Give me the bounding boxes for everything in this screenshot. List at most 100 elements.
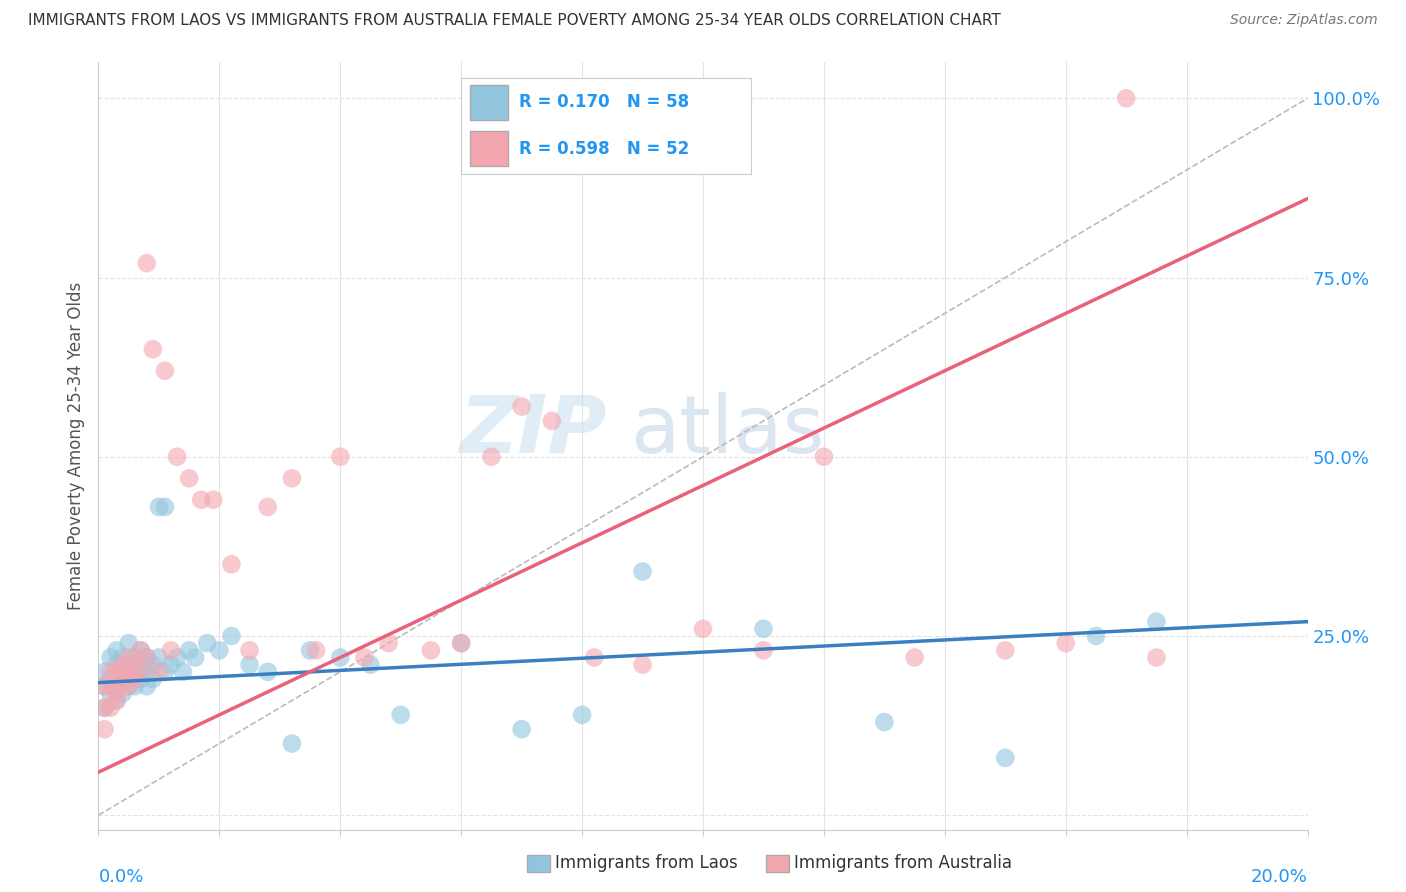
Point [221,629,243,643]
Point [105,693,128,707]
Point [105,643,128,657]
Point [129,643,152,657]
Point [631,657,654,672]
Point [111,686,134,700]
Point [329,650,352,665]
Point [100,665,122,679]
Point [124,665,146,679]
Text: atlas: atlas [630,392,825,470]
Point [142,342,165,356]
Point [166,650,188,665]
Point [105,679,128,693]
Text: Immigrants from Australia: Immigrants from Australia [794,855,1012,872]
Point [118,636,141,650]
Point [1144,650,1167,665]
Point [450,636,472,650]
Point [420,643,443,657]
Text: ZIP: ZIP [458,392,606,470]
Point [510,400,533,414]
Point [281,471,304,485]
Point [135,665,157,679]
Point [195,636,218,650]
Point [179,643,201,657]
Point [160,643,183,657]
Point [93,679,115,693]
Point [100,672,122,686]
Point [994,751,1017,765]
Point [184,650,207,665]
Point [148,500,170,514]
Point [129,665,152,679]
Point [540,414,562,428]
Point [1054,636,1077,650]
Point [118,679,141,693]
Point [1144,615,1167,629]
Point [752,643,775,657]
Point [1115,91,1137,105]
Point [239,657,262,672]
Point [583,650,606,665]
Point [377,636,399,650]
Point [305,643,328,657]
Point [256,665,278,679]
Text: Immigrants from Laos: Immigrants from Laos [555,855,738,872]
Point [239,643,262,657]
Point [135,256,157,270]
Point [135,650,157,665]
Point [148,665,170,679]
Point [118,679,141,693]
Point [142,672,165,686]
Point [129,672,152,686]
Point [111,665,134,679]
Point [389,707,412,722]
Point [118,665,141,679]
Point [124,672,146,686]
Point [202,492,225,507]
Point [105,686,128,700]
Point [135,650,157,665]
Point [124,679,146,693]
Point [190,492,212,507]
Point [100,679,122,693]
Point [221,558,243,572]
Point [148,650,170,665]
Text: 20.0%: 20.0% [1251,869,1308,887]
Point [93,700,115,714]
Point [129,657,152,672]
Point [208,643,231,657]
Point [93,722,115,736]
Point [450,636,472,650]
Point [179,471,201,485]
Point [93,679,115,693]
Point [160,657,183,672]
Point [124,650,146,665]
Point [93,665,115,679]
Point [153,364,176,378]
Point [105,665,128,679]
Text: Source: ZipAtlas.com: Source: ZipAtlas.com [1230,13,1378,28]
Point [111,650,134,665]
Point [166,450,188,464]
Point [118,650,141,665]
Point [510,722,533,736]
Point [329,450,352,464]
Y-axis label: Female Poverty Among 25-34 Year Olds: Female Poverty Among 25-34 Year Olds [66,282,84,610]
Point [281,737,304,751]
Point [481,450,503,464]
Point [142,657,165,672]
Point [631,565,654,579]
Point [129,643,152,657]
Text: IMMIGRANTS FROM LAOS VS IMMIGRANTS FROM AUSTRALIA FEMALE POVERTY AMONG 25-34 YEA: IMMIGRANTS FROM LAOS VS IMMIGRANTS FROM … [28,13,1001,29]
Point [994,643,1017,657]
Point [299,643,322,657]
Point [153,500,176,514]
Point [111,657,134,672]
Point [153,665,176,679]
Point [360,657,382,672]
Point [692,622,714,636]
Point [571,707,593,722]
Point [124,672,146,686]
Point [111,672,134,686]
Point [752,622,775,636]
Point [124,657,146,672]
